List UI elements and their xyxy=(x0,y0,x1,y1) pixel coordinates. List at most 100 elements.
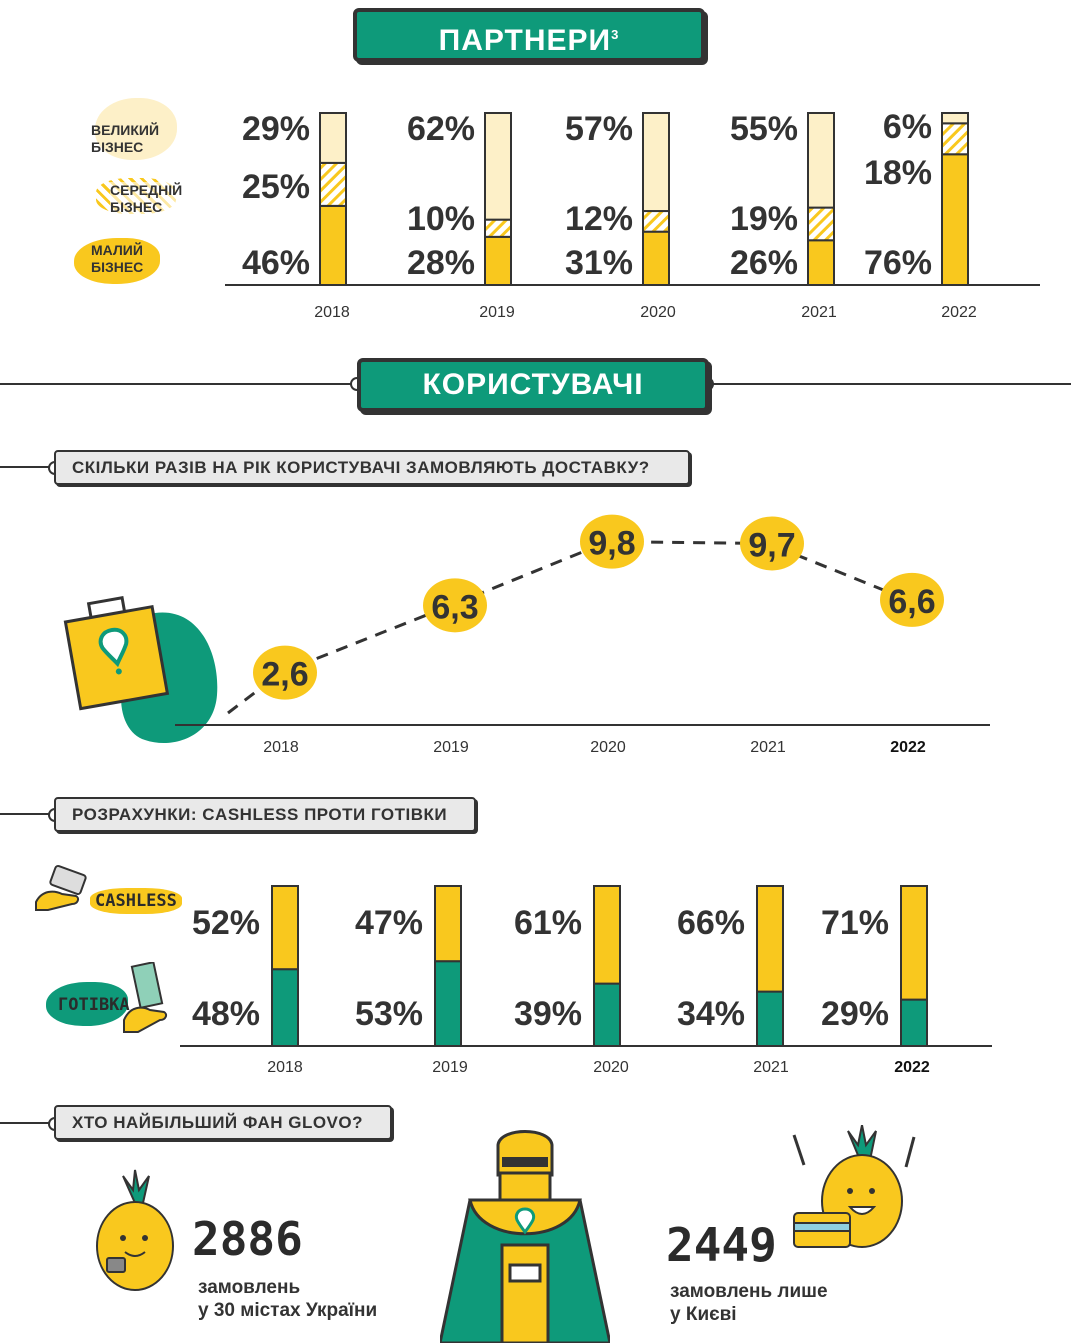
orders-point-blob-2018 xyxy=(253,645,317,700)
pineapple-right-illustration xyxy=(792,1125,916,1248)
value-label-2018-large: 29% xyxy=(242,110,310,148)
orders-year-2019: 2019 xyxy=(433,739,469,756)
cash-hand-icon xyxy=(123,962,168,1033)
pay-value-2022-cash: 29% xyxy=(821,995,889,1033)
value-label-2021-small: 26% xyxy=(730,244,798,282)
cash-legend-blob xyxy=(46,982,128,1026)
bar-2020-medium xyxy=(642,210,670,233)
value-label-2019-small: 28% xyxy=(407,244,475,282)
legend-small-blob xyxy=(74,238,160,284)
partners-chart: 2018 46% 25% 29% 2019 28% 10% 62% 2020 31% 12% 57% 2… xyxy=(225,108,1040,321)
q1-text: СКІЛЬКИ РАЗІВ НА РІК КОРИСТУВАЧІ ЗАМОВЛЯ… xyxy=(72,457,650,477)
superhero-mascot-illustration xyxy=(440,1130,610,1343)
pay-bar-2020-cash xyxy=(593,982,621,1047)
legend-large-line1: ВЕЛИКИЙ xyxy=(91,122,160,138)
fan-left-number: 2886 xyxy=(192,1212,303,1266)
orders-value-2021: 9,7 xyxy=(748,526,795,564)
pay-value-2022-cashless: 71% xyxy=(821,904,889,942)
bar-2018-large xyxy=(319,112,347,164)
bar-2019-large xyxy=(484,112,512,221)
legend-large-blob xyxy=(95,98,177,160)
partners-footnote: 3 xyxy=(611,27,620,42)
pineapple-left-illustration xyxy=(96,1169,174,1291)
bar-2021-small xyxy=(807,239,835,286)
orders-point-blob-2019 xyxy=(423,578,487,633)
pay-year-2022: 2022 xyxy=(894,1059,930,1076)
fan-right-text1: замовлень лише xyxy=(670,1281,828,1302)
fan-right-number: 2449 xyxy=(666,1218,777,1272)
fan-left-text1: замовлень xyxy=(198,1277,301,1298)
value-label-2020-large: 57% xyxy=(565,110,633,148)
pay-value-2020-cashless: 61% xyxy=(514,904,582,942)
value-label-2020-medium: 12% xyxy=(565,200,633,238)
pay-bar-2021-cash xyxy=(756,990,784,1047)
value-label-2018-medium: 25% xyxy=(242,168,310,206)
bar-2022-small xyxy=(941,153,969,286)
bag-handle xyxy=(86,596,127,618)
q1-leader xyxy=(0,466,54,468)
orders-year-2018: 2018 xyxy=(263,739,299,756)
value-label-2022-small: 76% xyxy=(864,244,932,282)
fan-right-text2: у Києві xyxy=(670,1304,737,1325)
legend-medium-label: СЕРЕДНІЙ БІЗНЕС xyxy=(110,182,183,216)
bar-2019-small xyxy=(484,235,512,286)
pay-bar-2020-cashless xyxy=(593,885,621,985)
users-divider-right xyxy=(708,383,1071,385)
pay-value-2019-cashless: 47% xyxy=(355,904,423,942)
legend-medium-line2: БІЗНЕС xyxy=(110,199,163,215)
orders-point-blob-2021 xyxy=(740,516,804,571)
fan-left-text2: у 30 містах України xyxy=(198,1300,378,1321)
orders-value-2022: 6,6 xyxy=(888,583,935,621)
cashless-legend-label: CASHLESS xyxy=(90,888,182,914)
pay-value-2020-cash: 39% xyxy=(514,995,582,1033)
orders-value-2019: 6,3 xyxy=(431,588,478,626)
pay-year-2020: 2020 xyxy=(593,1059,629,1076)
bag-pin-icon xyxy=(98,627,129,668)
fan-right-text: замовлень лише у Києві xyxy=(670,1280,828,1326)
value-label-2021-medium: 19% xyxy=(730,200,798,238)
legend-large-line2: БІЗНЕС xyxy=(91,139,144,155)
orders-year-2022: 2022 xyxy=(890,739,926,756)
value-label-2022-medium: 18% xyxy=(864,154,932,192)
payment-chart: 2018 48% 52% 2019 53% 47% 2020 39% 61% 2021 34% 66%… xyxy=(180,885,992,1076)
pay-year-2021: 2021 xyxy=(753,1059,789,1076)
partners-title-pill: ПАРТНЕРИ3 xyxy=(353,8,705,62)
q3-box: ХТО НАЙБІЛЬШИЙ ФАН GLOVO? xyxy=(54,1105,392,1140)
q3-leader xyxy=(0,1122,54,1124)
bar-2020-small xyxy=(642,230,670,286)
users-divider-left xyxy=(0,383,358,385)
bar-2019-medium xyxy=(484,218,512,238)
value-label-2020-small: 31% xyxy=(565,244,633,282)
bar-2022-medium xyxy=(941,122,969,156)
q2-text: РОЗРАХУНКИ: CASHLESS ПРОТИ ГОТІВКИ xyxy=(72,804,448,824)
legend-medium-line1: СЕРЕДНІЙ xyxy=(110,182,183,198)
pay-value-2018-cash: 48% xyxy=(192,995,260,1033)
pay-year-2018: 2018 xyxy=(267,1059,303,1076)
value-label-2018-small: 46% xyxy=(242,244,310,282)
bar-2022-large xyxy=(941,112,969,125)
delivery-bag-illustration xyxy=(63,596,218,743)
value-label-2022-large: 6% xyxy=(883,108,932,146)
year-label-2018: 2018 xyxy=(314,304,350,321)
pay-value-2018-cashless: 52% xyxy=(192,904,260,942)
legend-large-label: ВЕЛИКИЙ БІЗНЕС xyxy=(91,122,159,156)
legend-small-label: МАЛИЙ БІЗНЕС xyxy=(91,242,143,276)
orders-point-blob-2020 xyxy=(580,514,644,569)
legend-small-line1: МАЛИЙ xyxy=(91,242,143,258)
partners-title: ПАРТНЕРИ xyxy=(438,24,612,57)
orders-point-blob-2022 xyxy=(880,572,944,627)
value-label-2019-large: 62% xyxy=(407,110,475,148)
pay-bar-2022-cashless xyxy=(900,885,928,1001)
pay-bar-2018-cashless xyxy=(271,885,299,971)
value-label-2019-medium: 10% xyxy=(407,200,475,238)
year-label-2022: 2022 xyxy=(941,304,977,321)
fan-left-text: замовлень у 30 містах України xyxy=(198,1276,377,1322)
pay-value-2019-cash: 53% xyxy=(355,995,423,1033)
year-label-2019: 2019 xyxy=(479,304,515,321)
pay-bar-2022-cash xyxy=(900,998,928,1048)
pay-bar-2021-cashless xyxy=(756,885,784,993)
bar-2021-large xyxy=(807,112,835,209)
orders-chart: 2018 2,6 2019 6,3 2020 9,8 2021 9,7 2022 6,6 xyxy=(175,514,990,756)
q2-leader xyxy=(0,813,54,815)
bar-2020-large xyxy=(642,112,670,213)
